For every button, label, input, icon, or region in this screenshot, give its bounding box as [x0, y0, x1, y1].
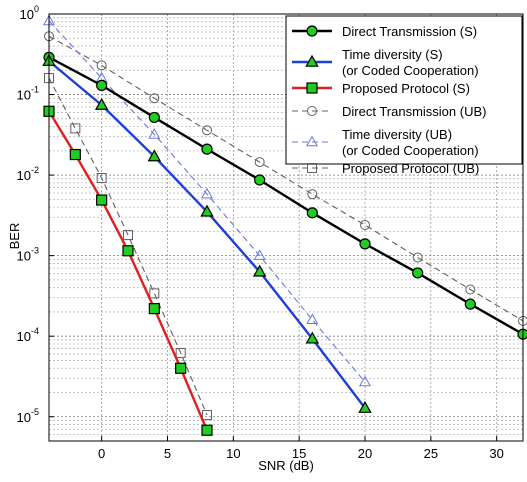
marker-circle [254, 157, 265, 168]
legend-label: Time diversity (UB) [342, 127, 452, 142]
marker-triangle [306, 135, 318, 147]
legend-entry-3: Proposed Protocol (S) [292, 81, 470, 96]
y-tick-label: 10-2 [17, 165, 39, 183]
plot-frame [48, 13, 524, 442]
marker-circle [201, 143, 213, 155]
x-tick-label: 10 [226, 446, 240, 461]
marker-circle [360, 220, 370, 231]
marker-square [175, 347, 186, 358]
marker-circle [254, 174, 266, 186]
marker-triangle [147, 149, 162, 162]
series-4 [44, 31, 527, 326]
marker-circle [202, 125, 212, 136]
y-tick-label: 100 [20, 4, 39, 22]
marker-square [123, 230, 133, 241]
legend-label: Time diversity (S) [342, 47, 443, 62]
marker-triangle [252, 264, 267, 277]
marker-circle [464, 298, 476, 310]
marker-circle [149, 93, 160, 104]
marker-circle [412, 267, 424, 279]
marker-square [96, 173, 107, 184]
legend-entry-5: Time diversity (UB)(or Coded Cooperation… [292, 127, 479, 158]
marker-circle [359, 238, 371, 250]
legend-entry-1: Direct Transmission (S) [292, 24, 477, 39]
marker-square [175, 362, 187, 374]
x-tick-label: 25 [424, 446, 438, 461]
marker-circle [96, 79, 108, 91]
legend: Direct Transmission (S) Time diversity (S… [285, 15, 523, 176]
marker-circle [412, 252, 423, 263]
marker-circle [307, 189, 318, 200]
legend-entry-4: Direct Transmission (UB) [292, 104, 486, 119]
marker-square [201, 424, 213, 436]
marker-square [69, 148, 81, 161]
x-tick-label: 30 [489, 446, 503, 461]
legend-label: (or Coded Cooperation) [342, 143, 479, 158]
x-tick-label: 20 [358, 446, 372, 461]
marker-square [148, 303, 160, 315]
series-1 [43, 51, 527, 340]
legend-entry-6: Proposed Protocol (UB) [292, 161, 479, 176]
marker-square [96, 194, 108, 206]
x-tick-label: 0 [98, 446, 105, 461]
legend-label: Direct Transmission (S) [342, 24, 477, 39]
marker-circle [96, 60, 107, 71]
y-tick-label: 10-1 [17, 85, 39, 103]
series-2 [42, 53, 372, 413]
series-line [48, 20, 366, 383]
series-layer [42, 14, 527, 436]
legend-label: Direct Transmission (UB) [342, 104, 486, 119]
marker-triangle [201, 187, 213, 199]
marker-triangle [305, 331, 320, 344]
marker-square [202, 410, 212, 421]
marker-triangle [306, 313, 319, 325]
x-axis-label: SNR (dB) [258, 458, 314, 473]
series-line [48, 56, 524, 336]
x-tick-label: 5 [164, 446, 171, 461]
marker-circle [306, 207, 318, 219]
marker-triangle [200, 204, 214, 217]
legend-label: Proposed Protocol (UB) [342, 161, 479, 176]
marker-circle [306, 25, 318, 37]
marker-square [149, 288, 160, 299]
marker-triangle [253, 249, 266, 260]
legend-box [285, 15, 523, 165]
marker-square [306, 82, 318, 94]
legend-label: Proposed Protocol (S) [342, 81, 470, 96]
marker-triangle [148, 127, 161, 139]
legend-label: (or Coded Cooperation) [342, 63, 479, 78]
y-tick-label: 10-3 [17, 246, 39, 264]
marker-square [70, 123, 81, 134]
marker-triangle [305, 54, 319, 67]
series-line [48, 77, 208, 416]
marker-triangle [358, 400, 372, 413]
marker-square [122, 245, 134, 257]
marker-square [307, 163, 317, 173]
marker-circle [148, 111, 160, 124]
legend-entry-2: Time diversity (S)(or Coded Cooperation) [292, 47, 479, 78]
series-3 [43, 105, 213, 436]
marker-triangle [359, 375, 371, 387]
tick-labels: 0 5 10 15 20 25 30 100 10-1 10-2 10-3 10-4 10-5 [17, 4, 504, 461]
marker-triangle [94, 97, 109, 110]
x-tick-label: 15 [292, 446, 306, 461]
series-6 [44, 73, 212, 421]
y-tick-label: 10-5 [17, 407, 39, 425]
marker-circle [465, 284, 476, 295]
marker-circle [307, 106, 317, 116]
series-line [48, 35, 524, 322]
y-tick-label: 10-4 [17, 326, 39, 344]
y-axis-label: BER [7, 223, 22, 250]
